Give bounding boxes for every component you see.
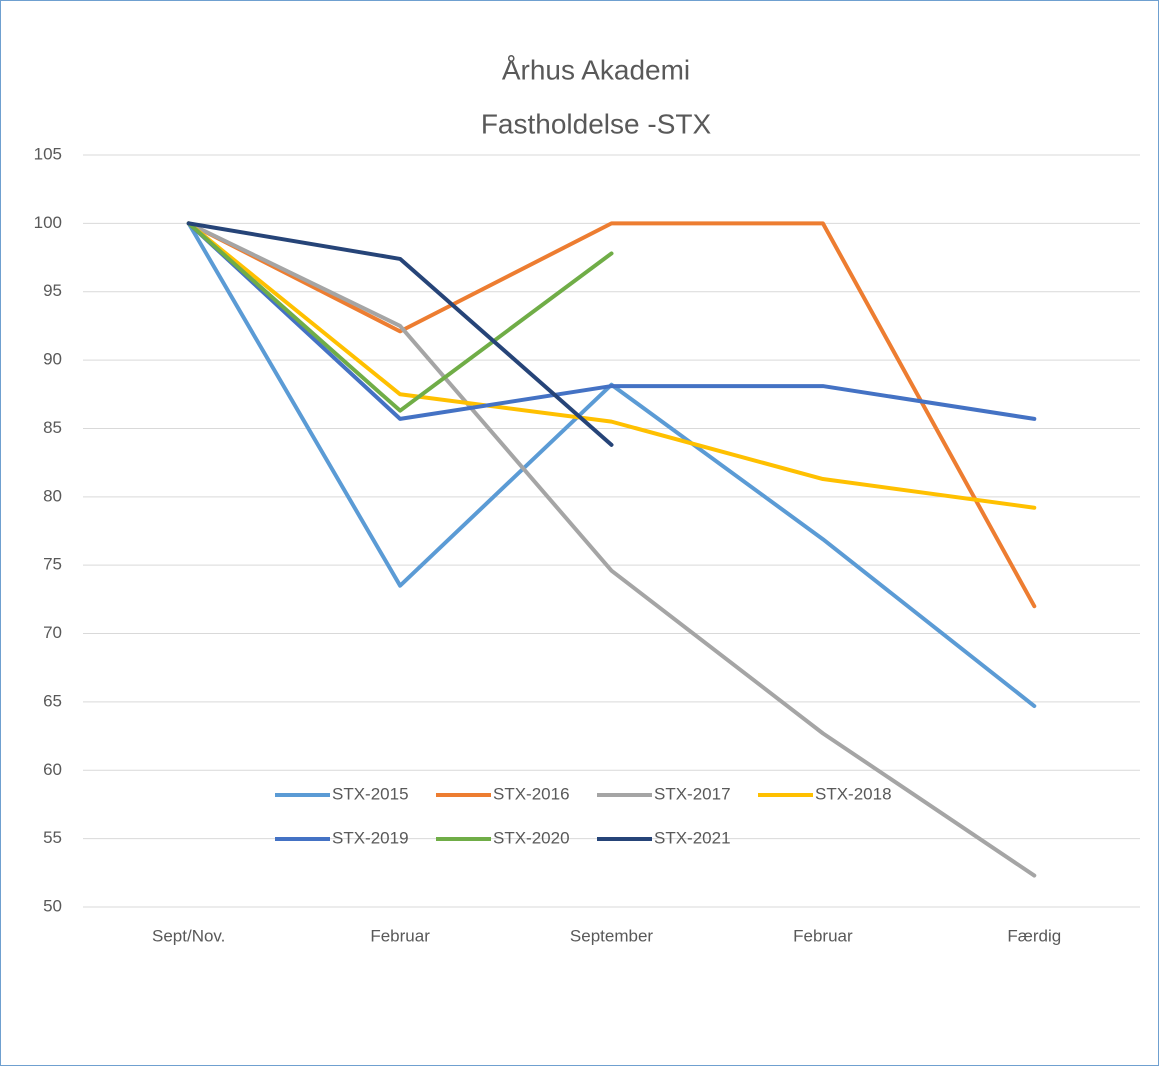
x-tick-label: Februar bbox=[370, 926, 430, 945]
series-line bbox=[186, 221, 1037, 609]
legend-label: STX-2017 bbox=[654, 784, 731, 803]
y-tick-label: 105 bbox=[34, 144, 62, 163]
legend-label: STX-2019 bbox=[332, 828, 409, 847]
legend-label: STX-2021 bbox=[654, 828, 731, 847]
y-tick-label: 60 bbox=[43, 760, 62, 779]
chart-title: Århus Akademi bbox=[502, 54, 690, 85]
x-tick-label: Færdig bbox=[1007, 926, 1061, 945]
series-line bbox=[186, 221, 1037, 510]
y-tick-label: 90 bbox=[43, 350, 62, 369]
chart-subtitle: Fastholdelse -STX bbox=[481, 108, 712, 139]
series-line bbox=[186, 221, 614, 447]
legend-label: STX-2016 bbox=[493, 784, 570, 803]
series-line bbox=[186, 221, 1037, 421]
y-tick-label: 55 bbox=[43, 828, 62, 847]
y-tick-label: 95 bbox=[43, 281, 62, 300]
y-tick-label: 50 bbox=[43, 896, 62, 915]
series-line bbox=[186, 221, 1037, 878]
x-tick-label: September bbox=[570, 926, 653, 945]
x-tick-label: Sept/Nov. bbox=[152, 926, 225, 945]
legend-label: STX-2020 bbox=[493, 828, 570, 847]
y-tick-label: 100 bbox=[34, 213, 62, 232]
y-tick-label: 65 bbox=[43, 691, 62, 710]
legend-label: STX-2018 bbox=[815, 784, 892, 803]
x-tick-label: Februar bbox=[793, 926, 853, 945]
legend-label: STX-2015 bbox=[332, 784, 409, 803]
y-tick-label: 80 bbox=[43, 486, 62, 505]
y-tick-label: 70 bbox=[43, 623, 62, 642]
y-tick-label: 85 bbox=[43, 418, 62, 437]
y-tick-label: 75 bbox=[43, 555, 62, 574]
series-line bbox=[186, 221, 614, 413]
